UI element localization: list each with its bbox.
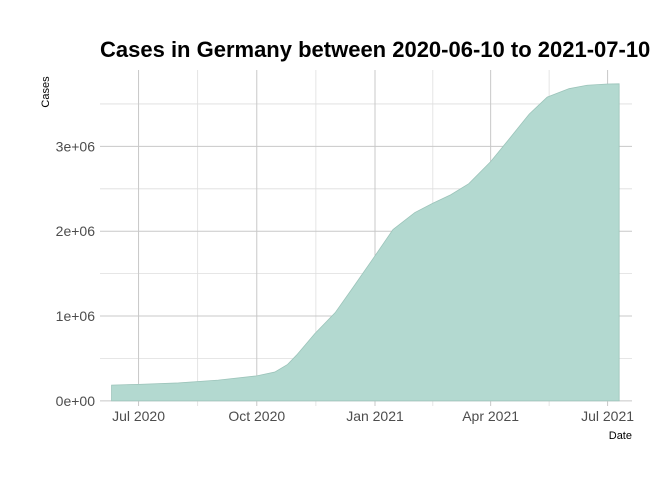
x-tick-label: Jan 2021 — [346, 408, 404, 424]
x-tick-label: Jul 2020 — [112, 408, 165, 424]
y-tick-label: 3e+06 — [56, 138, 96, 154]
chart-title: Cases in Germany between 2020-06-10 to 2… — [100, 37, 650, 62]
x-tick-label: Oct 2020 — [228, 408, 285, 424]
area-layer — [111, 83, 620, 402]
cases-area — [111, 83, 620, 402]
x-tick-label: Jul 2021 — [581, 408, 634, 424]
y-tick-label: 0e+00 — [56, 393, 96, 409]
y-axis-title: Cases — [40, 76, 52, 108]
y-tick-label: 1e+06 — [56, 308, 96, 324]
y-tick-label: 2e+06 — [56, 223, 96, 239]
x-axis-title: Date — [609, 430, 632, 442]
axis-layer: 0e+00 1e+06 2e+06 3e+06 Jul 2020 Oct 2020 Jan … — [56, 138, 635, 424]
x-tick-label: Apr 2021 — [462, 408, 519, 424]
